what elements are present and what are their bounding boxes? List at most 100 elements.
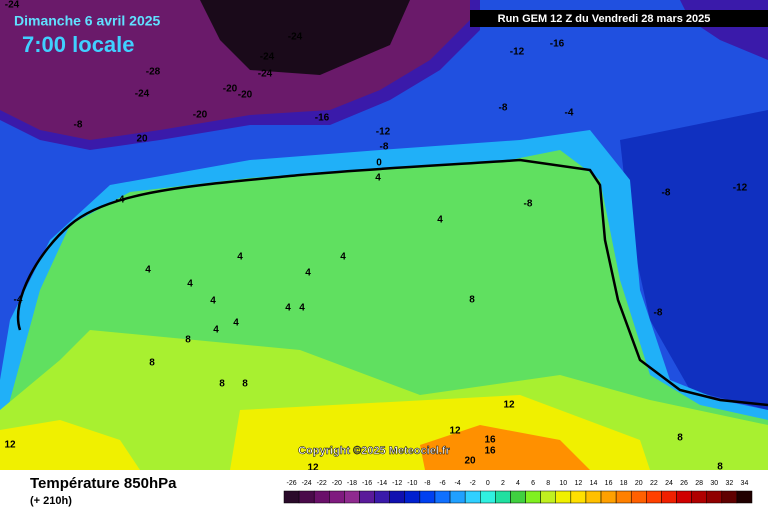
temperature-label: 12 [307,463,319,474]
temperature-label: -8 [654,308,663,319]
temperature-label: -20 [238,90,253,101]
legend-swatch [298,490,315,504]
legend-label: 16 [605,480,613,487]
legend-label: 24 [665,480,673,487]
map: Run GEM 12 Z du Vendredi 28 mars 2025 Di… [0,0,768,474]
legend-swatch [721,490,738,504]
temperature-label: 0 [376,158,382,169]
temperature-label: 4 [285,303,291,314]
temperature-label: -28 [146,67,161,78]
temperature-label: 8 [242,379,248,390]
legend-swatch [389,490,406,504]
legend-swatch [615,490,632,504]
legend-swatch [495,490,511,504]
legend-swatch [736,490,753,504]
temperature-label: 4 [305,268,311,279]
temperature-label: 4 [233,318,239,329]
legend-label: 20 [635,480,643,487]
legend-swatch [404,490,421,504]
legend-label: 2 [501,480,505,487]
forecast-time: 7:00 locale [22,32,135,57]
legend-label: 4 [516,480,520,487]
temperature-label: 16 [484,435,496,446]
temperature-label: 4 [210,296,216,307]
field-title: Température 850hPa [30,475,177,492]
temperature-label: -8 [499,103,508,114]
temperature-label: -24 [135,89,150,100]
legend-swatch [646,490,662,504]
warm-area [0,420,140,470]
legend-swatch [525,490,541,504]
legend-swatch [464,490,481,504]
temperature-label: -16 [550,39,565,50]
map-labels: -24-24-24-24-24-28-20-20-20 -16-12-8-820-… [4,0,747,474]
legend-swatch [480,490,496,504]
temperature-label: -24 [288,32,303,43]
legend-swatch [283,490,300,504]
legend-swatch [510,490,526,504]
temperature-label: 8 [149,358,155,369]
legend-label: -20 [332,480,342,487]
legend-label: 14 [590,480,598,487]
legend-label: -26 [286,480,296,487]
legend-label: 30 [710,480,718,487]
legend-label: -14 [377,480,387,487]
temperature-label: -16 [315,113,330,124]
legend-label: 6 [531,480,535,487]
temperature-label: -4 [14,295,23,306]
legend-label: -12 [392,480,402,487]
temperature-label: 12 [449,426,461,437]
temperature-label: -8 [662,188,671,199]
temperature-label: 8 [717,462,723,473]
temperature-label: 8 [677,433,683,444]
temperature-label: -20 [223,84,238,95]
temperature-label: -24 [5,0,20,11]
temperature-label: 4 [437,215,443,226]
legend-label: -10 [407,480,417,487]
temperature-label: 16 [484,446,496,457]
legend-swatch [359,490,375,504]
legend-label: 34 [741,480,749,487]
temperature-label: -8 [524,199,533,210]
legend-label: 8 [546,480,550,487]
legend-label: -8 [424,480,430,487]
cold-area [620,110,768,410]
legend-label: -22 [317,480,327,487]
legend-label: 12 [574,480,582,487]
temperature-label: -8 [380,142,389,153]
legend-swatch [344,490,360,504]
temperature-label: -12 [510,47,525,58]
temperature-label: 4 [299,303,305,314]
legend-label: 32 [725,480,733,487]
temperature-label: -24 [260,52,275,63]
legend-swatch [374,490,390,504]
legend-label: -18 [347,480,357,487]
temperature-label: 4 [145,265,151,276]
temperature-label: -12 [733,183,748,194]
temperature-label: 12 [503,400,515,411]
legend-label: -2 [470,480,476,487]
lead-time: (+ 210h) [30,495,72,507]
legend-label: 10 [559,480,567,487]
legend-swatch [661,490,677,504]
temperature-label: 12 [4,440,16,451]
temperature-label: 4 [213,325,219,336]
temperature-label: 20 [464,456,476,467]
legend-swatch [706,490,723,504]
run-box [470,10,768,27]
legend-swatch [329,490,345,504]
legend-swatch [434,490,451,504]
cold-core [200,0,410,75]
legend-swatch [676,490,692,504]
legend-label: -24 [302,480,312,487]
temperature-label: 4 [340,252,346,263]
run-info: Run GEM 12 Z du Vendredi 28 mars 2025 [498,13,711,25]
legend-label: 18 [620,480,628,487]
copyright: Copyright ©2025 Meteociel.fr [298,445,450,457]
legend-swatch [585,490,602,504]
legend-label: -4 [454,480,460,487]
legend-swatch [419,490,436,504]
legend-swatch [555,490,572,504]
legend-swatch [630,490,647,504]
forecast-date: Dimanche 6 avril 2025 [14,13,161,29]
